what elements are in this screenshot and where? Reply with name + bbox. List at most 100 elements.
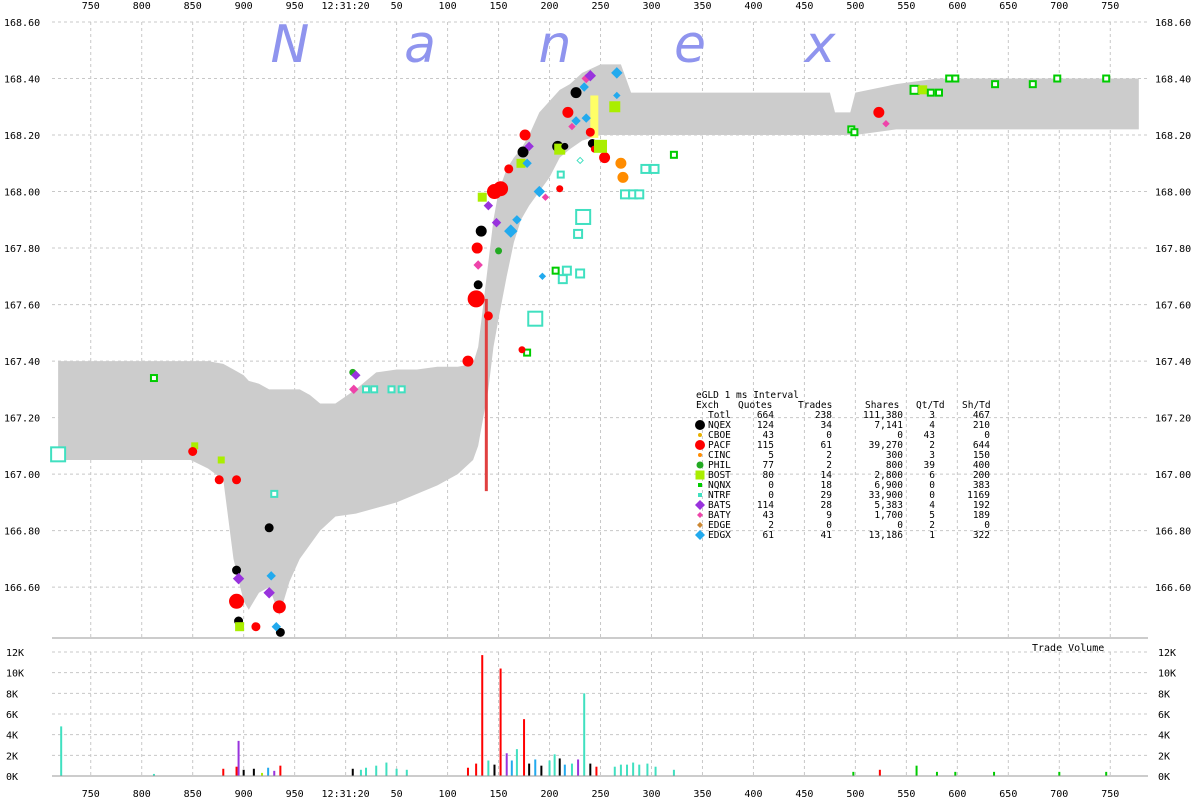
x-tick-label-top: 650 (999, 1, 1017, 12)
legend-cell: 664 (757, 410, 774, 421)
pacf-mark (873, 106, 885, 118)
nqnx-mark (991, 80, 1000, 89)
edgx-mark (512, 215, 522, 225)
pacf-mark (462, 355, 474, 367)
volume-bar (589, 763, 592, 776)
legend-cell: 4 (929, 420, 935, 431)
locked-highlight (590, 95, 599, 138)
edgx-mark (271, 621, 282, 632)
y-tick-label-right: 166.60 (1155, 583, 1191, 594)
x-tick-label-bottom: 900 (235, 789, 253, 800)
y-tick-label-right: 166.80 (1155, 527, 1191, 538)
pacf-mark (467, 290, 485, 308)
nqnx-mark (1028, 80, 1037, 89)
legend-header-cell: Trades (798, 400, 832, 411)
edgx-mark (266, 571, 276, 581)
volume-bar (553, 754, 556, 776)
legend-cell: 1,700 (874, 510, 903, 521)
watermark-letter: a (404, 15, 436, 75)
ntrf-mark (370, 385, 379, 394)
ntrf-mark (640, 163, 651, 174)
nbbo-polygon (58, 64, 1139, 616)
pacf-mark (251, 622, 261, 632)
volume-bar (235, 766, 238, 776)
legend-exch-name: EDGX (708, 530, 731, 541)
x-tick-label-top: 750 (1101, 1, 1119, 12)
x-tick-label-bottom: 800 (133, 789, 151, 800)
volume-bar (613, 766, 616, 776)
legend-cell: 0 (768, 490, 774, 501)
legend-header-cell: Quotes (738, 400, 772, 411)
vol-tick-label-left: 0K (6, 772, 18, 783)
volume-bar (237, 740, 240, 776)
volume-bar (487, 760, 490, 776)
x-tick-label-top: 400 (744, 1, 762, 12)
edgx-mark (533, 185, 546, 198)
legend-icon (697, 512, 703, 518)
x-tick-label-top: 850 (184, 1, 202, 12)
ntrf-mark (50, 446, 67, 463)
pacf-mark (518, 346, 526, 354)
watermark-letter: x (803, 15, 837, 75)
pacf-mark (556, 185, 564, 193)
legend-cell: 0 (897, 520, 903, 531)
volume-bar (385, 762, 388, 776)
pacf-mark (214, 475, 224, 485)
volume-bar (935, 771, 938, 776)
volume-bar (261, 772, 264, 776)
pacf-mark (562, 106, 574, 118)
x-tick-label-bottom: 650 (999, 789, 1017, 800)
nbbo-band (58, 64, 1139, 616)
bost-mark (217, 456, 225, 464)
legend-icon (698, 433, 702, 437)
vol-tick-label-right: 2K (1158, 751, 1170, 762)
legend-icon (695, 440, 705, 450)
pacf-mark (229, 593, 245, 609)
legend-cell: 41 (821, 530, 833, 541)
y-tick-label-right: 167.00 (1155, 470, 1191, 481)
y-tick-label-left: 167.60 (4, 301, 40, 312)
legend-header-cell: Qt/Td (916, 400, 945, 411)
volume-bar (852, 771, 855, 776)
x-tick-label-top: 550 (897, 1, 915, 12)
y-tick-label-left: 167.00 (4, 470, 40, 481)
nqex-mark (264, 523, 274, 533)
volume-bar (242, 769, 245, 776)
ntrf-mark (575, 268, 586, 279)
y-tick-label-right: 167.60 (1155, 301, 1191, 312)
y-tick-label-left: 166.80 (4, 527, 40, 538)
vol-tick-label-right: 10K (1158, 669, 1176, 680)
volume-bar (954, 771, 957, 776)
volume-bar (359, 769, 362, 776)
vol-tick-label-left: 2K (6, 751, 18, 762)
x-tick-label-top: 750 (82, 1, 100, 12)
legend-icon (698, 453, 702, 457)
legend-cell: 3 (929, 410, 935, 421)
legend-cell: 1169 (967, 490, 990, 501)
legend-icon (696, 461, 704, 469)
x-tick-label-bottom: 500 (846, 789, 864, 800)
legend-icon (695, 530, 705, 540)
volume-bar (273, 770, 276, 776)
legend-icon (695, 420, 705, 430)
ntrf-mark (619, 189, 630, 200)
vol-tick-label-left: 8K (6, 689, 18, 700)
volume-bar (638, 764, 641, 776)
legend-cell: 115 (757, 440, 774, 451)
volume-bar (499, 668, 502, 776)
pacf-mark (272, 600, 286, 614)
bats-mark (491, 217, 502, 228)
x-tick-label-top: 700 (1050, 1, 1068, 12)
legend-cell: 0 (929, 490, 935, 501)
volume-bar (351, 768, 354, 776)
volume-bar (558, 758, 561, 776)
legend-cell: 189 (973, 510, 990, 521)
x-tick-label-bottom: 150 (490, 789, 508, 800)
legend-cell: 6 (929, 470, 935, 481)
nqnx-mark (951, 74, 960, 83)
edgx-mark (504, 224, 518, 238)
legend-cell: 124 (757, 420, 774, 431)
y-tick-label-right: 167.20 (1155, 414, 1191, 425)
volume-bar (252, 768, 255, 776)
